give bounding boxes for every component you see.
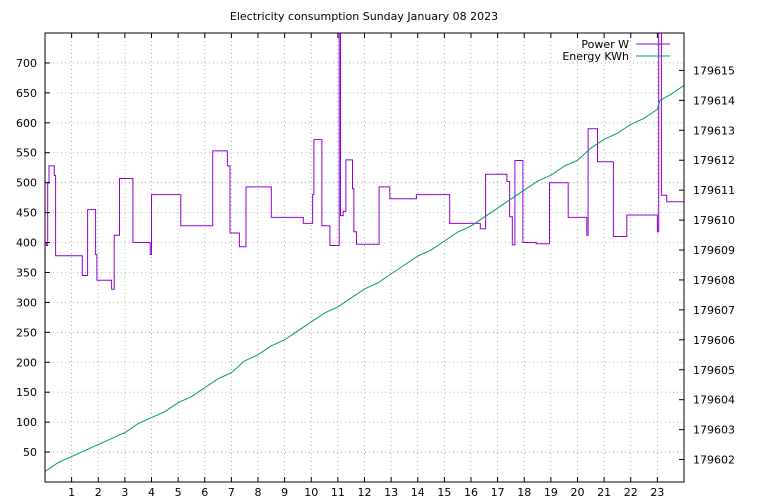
y2-tick-label: 179605 — [693, 364, 735, 377]
y2-tick-label: 179614 — [693, 94, 735, 107]
x-tick-label: 12 — [358, 486, 372, 499]
y2-tick-label: 179611 — [693, 184, 735, 197]
series-line-energy — [45, 84, 684, 472]
y-tick-label: 150 — [16, 386, 37, 399]
y2-tick-label: 179604 — [693, 394, 735, 407]
y-tick-label: 50 — [23, 446, 37, 459]
legend-label: Energy KWh — [562, 50, 629, 63]
y-tick-label: 100 — [16, 416, 37, 429]
x-tick-label: 21 — [597, 486, 611, 499]
y-tick-label: 250 — [16, 326, 37, 339]
x-tick-label: 22 — [624, 486, 638, 499]
y2-tick-label: 179610 — [693, 214, 735, 227]
x-tick-label: 19 — [544, 486, 558, 499]
x-tick-label: 16 — [464, 486, 478, 499]
x-tick-label: 7 — [228, 486, 235, 499]
y-tick-label: 600 — [16, 117, 37, 130]
x-tick-label: 18 — [517, 486, 531, 499]
y-tick-label: 350 — [16, 266, 37, 279]
y-tick-label: 450 — [16, 207, 37, 220]
y2-tick-label: 179615 — [693, 64, 735, 77]
x-tick-label: 14 — [411, 486, 425, 499]
y-tick-label: 550 — [16, 147, 37, 160]
y-tick-label: 400 — [16, 237, 37, 250]
series-lines — [45, 33, 684, 472]
x-tick-label: 23 — [650, 486, 664, 499]
x-tick-label: 1 — [68, 486, 75, 499]
axis-ticks: 1 2 3 4 5 6 7 8 9 10 11 12 13 14 15 16 17 18 19 20 21 22 23501… — [16, 33, 735, 499]
y2-tick-label: 179603 — [693, 424, 735, 437]
x-tick-label: 5 — [175, 486, 182, 499]
series-line-power — [45, 33, 684, 290]
y-tick-label: 500 — [16, 177, 37, 190]
y2-tick-label: 179612 — [693, 154, 735, 167]
x-tick-label: 15 — [437, 486, 451, 499]
x-tick-label: 17 — [491, 486, 505, 499]
y2-tick-label: 179609 — [693, 244, 735, 257]
y2-tick-label: 179606 — [693, 334, 735, 347]
y-tick-label: 300 — [16, 296, 37, 309]
y2-tick-label: 179613 — [693, 124, 735, 137]
x-tick-label: 3 — [121, 486, 128, 499]
y-tick-label: 200 — [16, 356, 37, 369]
x-tick-label: 11 — [331, 486, 345, 499]
x-tick-label: 9 — [281, 486, 288, 499]
x-tick-label: 10 — [304, 486, 318, 499]
y2-tick-label: 179608 — [693, 274, 735, 287]
x-tick-label: 20 — [571, 486, 585, 499]
x-tick-label: 2 — [95, 486, 102, 499]
y2-tick-label: 179602 — [693, 454, 735, 467]
chart-title: Electricity consumption Sunday January 0… — [230, 10, 498, 23]
grid-lines — [45, 33, 684, 482]
x-tick-label: 13 — [384, 486, 398, 499]
x-tick-label: 4 — [148, 486, 155, 499]
y-tick-label: 700 — [16, 57, 37, 70]
y-tick-label: 650 — [16, 87, 37, 100]
x-tick-label: 6 — [201, 486, 208, 499]
legend-label: Power W — [581, 38, 629, 51]
y2-tick-label: 179607 — [693, 304, 735, 317]
x-tick-label: 8 — [255, 486, 262, 499]
